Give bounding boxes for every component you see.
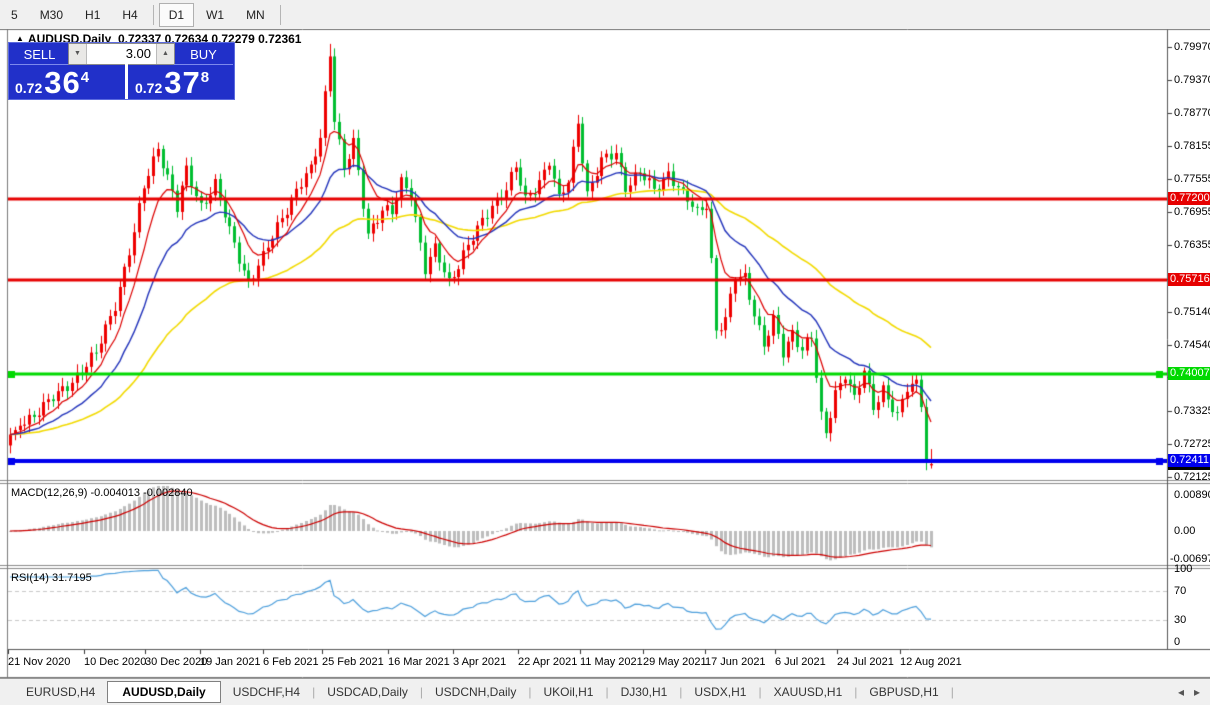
date-label: 17 Jun 2021 xyxy=(705,656,766,668)
chart-tab-audusd[interactable]: AUDUSD,Daily xyxy=(107,681,221,703)
date-label: 21 Nov 2020 xyxy=(8,656,71,668)
buy-price[interactable]: 0.72 37 8 xyxy=(135,65,235,100)
date-label: 11 May 2021 xyxy=(580,656,643,668)
price-badge-0.77200: 0.77200 xyxy=(1168,192,1210,205)
chart-tab-bar: EURUSD,H4 AUDUSD,Daily USDCHF,H4 | USDCAD,Da… xyxy=(0,678,1210,705)
price-tick-label: 0.78155 xyxy=(1174,140,1210,152)
tab-scroll-arrows: ◂ ▸ xyxy=(1178,685,1200,699)
tab-separator: | xyxy=(605,685,609,699)
price-tick-label: 0.75140 xyxy=(1174,306,1210,318)
rsi-scale-label: 100 xyxy=(1174,563,1193,575)
sell-price-pip: 4 xyxy=(80,69,90,86)
tab-separator: | xyxy=(758,685,762,699)
price-badge-0.75716: 0.75716 xyxy=(1168,273,1210,286)
date-label: 6 Feb 2021 xyxy=(263,656,319,668)
timeframe-toolbar: 5 M30 H1 H4 D1 W1 MN xyxy=(0,0,1210,29)
tab-separator: | xyxy=(854,685,858,699)
price-tick-label: 0.73325 xyxy=(1174,405,1210,417)
sell-price-prefix: 0.72 xyxy=(15,80,43,96)
rsi-scale-label: 70 xyxy=(1174,585,1187,597)
price-tick-label: 0.77555 xyxy=(1174,173,1210,185)
date-label: 10 Dec 2020 xyxy=(84,656,147,668)
timeframe-button-m30[interactable]: M30 xyxy=(39,7,64,22)
tab-separator: | xyxy=(950,685,954,699)
sell-button[interactable]: SELL xyxy=(10,45,69,65)
price-tick-label: 0.78770 xyxy=(1174,107,1210,119)
macd-indicator-label: MACD(12,26,9) -0.004013 -0.002840 xyxy=(11,487,193,499)
tab-separator: | xyxy=(679,685,683,699)
date-label: 16 Mar 2021 xyxy=(388,656,450,668)
chart-tab-usdx[interactable]: USDX,H1 xyxy=(694,685,747,699)
timeframe-button-mn[interactable]: MN xyxy=(246,7,265,22)
panel-divider xyxy=(125,64,128,99)
date-label: 29 May 2021 xyxy=(643,656,707,668)
tab-separator: | xyxy=(528,685,532,699)
date-label: 30 Dec 2020 xyxy=(145,656,208,668)
toolbar-separator xyxy=(152,4,154,25)
price-tick-label: 0.79370 xyxy=(1174,74,1210,86)
tab-separator: | xyxy=(312,685,316,699)
tab-separator: | xyxy=(419,685,423,699)
date-label: 24 Jul 2021 xyxy=(837,656,894,668)
price-badge-0.72411: 0.72411 xyxy=(1168,454,1210,467)
chart-tab-usdcad[interactable]: USDCAD,Daily xyxy=(327,685,408,699)
tab-scroll-right-icon[interactable]: ▸ xyxy=(1193,685,1200,699)
collapse-arrow-icon: ▲ xyxy=(16,34,24,43)
date-label: 12 Aug 2021 xyxy=(900,656,962,668)
volume-decrease-button[interactable]: ▼ xyxy=(69,44,87,64)
price-tick-label: 0.72125 xyxy=(1174,471,1210,483)
rsi-scale-label: 30 xyxy=(1174,614,1187,626)
sell-price[interactable]: 0.72 36 4 xyxy=(15,65,125,100)
tab-scroll-left-icon[interactable]: ◂ xyxy=(1177,685,1184,699)
buy-price-big: 37 xyxy=(164,65,201,100)
chart-tab-ukoil[interactable]: UKOil,H1 xyxy=(543,685,594,699)
timeframe-button-d1[interactable]: D1 xyxy=(158,2,195,27)
macd-scale-label: 0.00 xyxy=(1174,525,1196,537)
chart-tab-usdcnh[interactable]: USDCNH,Daily xyxy=(435,685,517,699)
chart-tab-eurusd[interactable]: EURUSD,H4 xyxy=(26,685,96,699)
buy-button[interactable]: BUY xyxy=(174,45,233,65)
price-tick-label: 0.74540 xyxy=(1174,339,1210,351)
price-chart-canvas[interactable] xyxy=(0,29,1210,678)
timeframe-button-5[interactable]: 5 xyxy=(11,7,18,22)
date-label: 25 Feb 2021 xyxy=(322,656,384,668)
volume-increase-button[interactable]: ▲ xyxy=(156,44,174,64)
price-tick-label: 0.79970 xyxy=(1174,41,1210,53)
rsi-scale-label: 0 xyxy=(1174,636,1181,648)
timeframe-button-h1[interactable]: H1 xyxy=(85,7,101,22)
price-tick-label: 0.72725 xyxy=(1174,438,1210,450)
macd-scale-label: 0.008903 xyxy=(1174,489,1210,501)
sell-price-big: 36 xyxy=(44,65,81,100)
price-tick-label: 0.76955 xyxy=(1174,206,1210,218)
date-label: 3 Apr 2021 xyxy=(453,656,507,668)
chart-tab-gbpusd[interactable]: GBPUSD,H1 xyxy=(869,685,939,699)
chart-window: ▲ AUDUSD,Daily 0.72337 0.72634 0.72279 0.… xyxy=(0,29,1210,678)
macd-scale-label: -0.006977 xyxy=(1170,553,1210,565)
chart-tab-xauusd[interactable]: XAUUSD,H1 xyxy=(773,685,843,699)
timeframe-button-w1[interactable]: W1 xyxy=(206,7,225,22)
date-label: 22 Apr 2021 xyxy=(518,656,578,668)
price-tick-label: 0.76355 xyxy=(1174,239,1210,251)
chart-tab-dj30[interactable]: DJ30,H1 xyxy=(620,685,668,699)
one-click-trade-panel: SELL ▼ 3.00 ▲ BUY 0.72 36 4 0.72 37 8 xyxy=(8,42,235,100)
timeframe-button-h4[interactable]: H4 xyxy=(122,7,138,22)
price-badge-0.74007: 0.74007 xyxy=(1168,367,1210,380)
chart-tab-usdchf[interactable]: USDCHF,H4 xyxy=(232,685,301,699)
volume-spinner: ▼ 3.00 ▲ xyxy=(68,43,175,65)
toolbar-separator xyxy=(279,4,281,25)
date-label: 19 Jan 2021 xyxy=(200,656,261,668)
rsi-indicator-label: RSI(14) 31.7195 xyxy=(11,572,92,584)
volume-input[interactable]: 3.00 xyxy=(125,46,151,61)
date-label: 6 Jul 2021 xyxy=(775,656,826,668)
buy-price-prefix: 0.72 xyxy=(135,80,163,96)
buy-price-pip: 8 xyxy=(200,69,210,86)
